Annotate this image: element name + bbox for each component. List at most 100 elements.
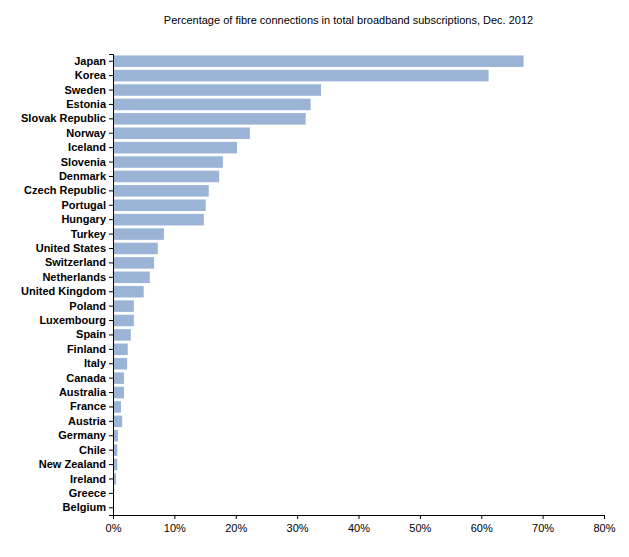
y-tick-mark <box>109 162 113 163</box>
bar <box>113 358 127 370</box>
y-tick-label: Germany <box>58 429 107 441</box>
x-tick: 30% <box>287 515 309 534</box>
x-axis-line <box>114 516 605 520</box>
y-tick-mark <box>109 234 113 235</box>
y-tick-mark <box>109 464 113 465</box>
y-tick-mark <box>109 478 113 479</box>
y-tick: United Kingdom <box>21 285 113 297</box>
y-tick-mark <box>109 262 113 263</box>
y-tick: Greece <box>69 487 113 499</box>
y-tick-label: Slovenia <box>61 156 107 168</box>
x-tick-label: 70% <box>532 522 554 534</box>
y-tick-label: Australia <box>59 386 107 398</box>
y-tick-label: Iceland <box>68 141 106 153</box>
y-tick-mark <box>109 421 113 422</box>
y-tick: Norway <box>66 127 113 139</box>
y-tick: Luxembourg <box>39 314 113 326</box>
y-tick: Poland <box>69 300 113 312</box>
y-tick: Italy <box>84 357 113 369</box>
bar <box>113 300 134 312</box>
y-tick: Estonia <box>66 98 113 110</box>
y-tick-mark <box>109 104 113 105</box>
y-tick-mark <box>109 118 113 119</box>
y-tick: Australia <box>59 386 113 398</box>
y-tick: Portugal <box>61 199 113 211</box>
x-tick: 50% <box>409 515 431 534</box>
x-tick: 80% <box>593 515 615 534</box>
x-tick-label: 60% <box>471 522 493 534</box>
y-tick-label: Hungary <box>61 213 107 225</box>
x-tick: 70% <box>532 515 554 534</box>
y-tick-mark <box>109 349 113 350</box>
y-tick: Denmark <box>59 170 113 182</box>
bar <box>113 84 321 96</box>
x-tick-mark <box>174 515 175 519</box>
y-tick-label: Italy <box>84 357 107 369</box>
y-tick: Spain <box>76 328 113 340</box>
bar <box>113 214 204 226</box>
y-tick-mark <box>109 75 113 76</box>
x-tick-label: 20% <box>225 522 247 534</box>
y-axis: JapanKoreaSwedenEstoniaSlovak RepublicNo… <box>21 55 113 516</box>
chart: Percentage of fibre connections in total… <box>0 0 629 557</box>
y-tick-mark <box>109 320 113 321</box>
plot: 0%10%20%30%40%50%60%70%80%JapanKoreaSwed… <box>21 55 616 534</box>
y-tick-mark <box>109 291 113 292</box>
y-tick-mark <box>109 507 113 508</box>
y-tick-label: Portugal <box>61 199 106 211</box>
y-tick-mark <box>109 392 113 393</box>
x-tick-label: 40% <box>348 522 370 534</box>
x-tick-label: 0% <box>106 522 122 534</box>
x-tick-label: 30% <box>287 522 309 534</box>
y-tick-label: Netherlands <box>42 271 106 283</box>
y-tick-mark <box>109 176 113 177</box>
y-tick-label: Denmark <box>59 170 107 182</box>
bar <box>113 272 150 284</box>
x-tick-label: 10% <box>164 522 186 534</box>
y-tick: Germany <box>58 429 113 441</box>
y-tick-label: Belgium <box>63 501 107 513</box>
y-tick: Turkey <box>71 228 113 240</box>
bar <box>113 329 131 341</box>
x-tick-mark <box>481 515 482 519</box>
x-tick: 20% <box>225 515 247 534</box>
bar <box>113 243 158 255</box>
y-tick-label: Ireland <box>70 473 106 485</box>
y-tick-mark <box>109 277 113 278</box>
y-tick-mark <box>109 435 113 436</box>
y-tick-label: Austria <box>68 415 107 427</box>
y-tick-mark <box>109 133 113 134</box>
y-tick-mark <box>109 363 113 364</box>
bar <box>113 55 524 67</box>
y-tick-label: Estonia <box>66 98 107 110</box>
y-tick-label: Canada <box>66 372 107 384</box>
y-tick-label: Switzerland <box>45 256 106 268</box>
bar <box>113 70 489 82</box>
x-tick: 10% <box>164 515 186 534</box>
y-tick-label: Turkey <box>71 228 107 240</box>
y-tick-mark <box>109 147 113 148</box>
bar <box>113 228 164 240</box>
y-tick-label: United Kingdom <box>21 285 106 297</box>
bar <box>113 113 306 125</box>
y-tick: Austria <box>68 415 113 427</box>
bar <box>113 416 122 428</box>
x-tick: 60% <box>471 515 493 534</box>
bar <box>113 315 134 327</box>
x-axis: 0% 10% 20% 30% 40% 50% 60% 70% 80% <box>106 515 616 534</box>
y-tick: Hungary <box>61 213 113 225</box>
y-tick-mark <box>109 450 113 451</box>
y-tick: Switzerland <box>45 256 113 268</box>
y-tick: Ireland <box>70 473 113 485</box>
y-tick-mark <box>109 219 113 220</box>
y-tick: New Zealand <box>39 458 113 470</box>
bar <box>113 99 311 111</box>
bars <box>113 55 524 513</box>
y-tick: Sweden <box>64 84 113 96</box>
y-tick: Chile <box>79 444 113 456</box>
x-tick-mark <box>604 515 605 519</box>
bar <box>113 142 237 154</box>
x-tick-label: 80% <box>593 522 615 534</box>
x-tick-mark <box>359 515 360 519</box>
bar <box>113 257 154 269</box>
